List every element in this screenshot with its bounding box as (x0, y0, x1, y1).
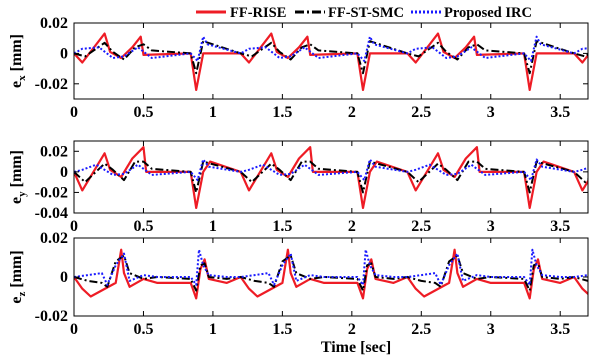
subplot-ez-xtick-label: 3 (487, 321, 495, 338)
subplot-ex-xtick-label: 0 (70, 104, 78, 121)
subplot-ex-series-proposed-irc (74, 35, 588, 62)
legend: FF-RISE FF-ST-SMC Proposed IRC (196, 5, 532, 21)
subplot-ey-xtick-label: 2 (348, 218, 356, 235)
subplot-ez-ylabel-main: e (8, 297, 25, 304)
subplot-ey-xtick-label: 1.5 (272, 218, 292, 235)
subplot-ey-series-ff-st-smc (74, 160, 588, 194)
subplot-ez-series-proposed-irc (74, 248, 588, 286)
subplot-ez-xtick-label: 1.5 (272, 321, 292, 338)
subplot-ey-ylabel-main: e (8, 197, 25, 204)
subplot-ey-ylabel-unit: [mm] (8, 150, 25, 191)
subplot-ez-ylabel-sub: z (16, 292, 28, 297)
subplot-ex-ylabel-sub: x (16, 75, 28, 81)
subplot-ey-xticks: 0 0.5 1 1.5 2 2.5 3 3.5 (70, 141, 570, 235)
subplot-ey-frame (73, 140, 589, 214)
subplot-ex-ytick-label: 0.02 (40, 15, 68, 32)
subplot-ey-xtick-label: 0 (70, 218, 78, 235)
subplot-ex: 0.020-0.02 0 0.5 1 1.5 2 2.5 3 3.5 ex [mm] (8, 15, 589, 121)
subplot-ey-xtick-label: 3.5 (550, 218, 570, 235)
subplot-ey-ytick-label: 0 (60, 164, 68, 181)
subplot-ex-ylabel-main: e (8, 81, 25, 88)
subplot-ey-yticks: 0.02 0 -0.02 -0.04 (35, 143, 588, 222)
subplot-ey-ylabel-sub: y (16, 191, 28, 197)
subplot-ez-series-ff-rise (74, 248, 588, 300)
subplot-ey-ytick-label: -0.04 (35, 205, 68, 222)
legend-label-ff-rise: FF-RISE (230, 5, 286, 21)
subplot-ey: 0.020-0.02-0.04 0 0.5 1 1.5 2 2.5 3 3.5 ey [mm] (8, 140, 589, 235)
subplot-ez-xtick-label: 0.5 (133, 321, 153, 338)
subplot-ez-ylabel: ez [mm] (8, 250, 28, 303)
subplot-ez-xtick-label: 1 (209, 321, 217, 338)
subplot-ey-ytick-label: -0.02 (35, 184, 68, 201)
subplot-ex-xtick-label: 0.5 (133, 104, 153, 121)
subplot-ex-series-ff-rise (74, 32, 588, 91)
subplot-ez-lines (74, 248, 588, 300)
x-axis-label: Time [sec] (321, 339, 391, 356)
subplot-ez-ylabel-unit: [mm] (8, 250, 25, 291)
subplot-ez-xtick-label: 2.5 (411, 321, 431, 338)
subplot-ex-xtick-label: 3 (487, 104, 495, 121)
subplot-ey-xtick-label: 3 (487, 218, 495, 235)
subplot-ex-ytick-label: -0.02 (35, 76, 68, 93)
subplot-ex-frame (73, 22, 589, 100)
subplot-ey-ylabel: ey [mm] (8, 150, 28, 204)
subplot-ez-xtick-label: 2 (348, 321, 356, 338)
subplot-ey-series-proposed-irc (74, 158, 588, 182)
subplot-ex-ylabel-unit: [mm] (8, 34, 25, 75)
subplot-ey-xtick-label: 1 (209, 218, 217, 235)
subplot-ex-ylabel: ex [mm] (8, 34, 28, 88)
legend-label-ff-st-smc: FF-ST-SMC (328, 5, 404, 21)
subplot-ex-xtick-label: 2 (348, 104, 356, 121)
subplot-ex-xtick-label: 3.5 (550, 104, 570, 121)
legend-label-proposed-irc: Proposed IRC (444, 5, 532, 21)
subplot-ey-xtick-label: 0.5 (133, 218, 153, 235)
subplot-ez-ytick-label: -0.02 (35, 308, 68, 325)
subplot-ez-xtick-label: 0 (70, 321, 78, 338)
subplot-ey-xtick-label: 2.5 (411, 218, 431, 235)
subplot-ex-xticks: 0 0.5 1 1.5 2 2.5 3 3.5 (70, 23, 570, 121)
subplot-ez: 0.020-0.02 0 0.5 1 1.5 2 2.5 3 3.5 ez [mm] (8, 230, 589, 338)
subplot-ex-xtick-label: 1.5 (272, 104, 292, 121)
subplot-ez-ytick-label: 0 (60, 269, 68, 286)
subplot-ez-series-ff-st-smc (74, 254, 588, 292)
subplot-ez-ytick-label: 0.02 (40, 230, 68, 247)
subplot-ex-xtick-label: 1 (209, 104, 217, 121)
subplot-ey-ytick-label: 0.02 (40, 143, 68, 160)
subplot-ez-xtick-label: 3.5 (550, 321, 570, 338)
subplot-ey-series-ff-rise (74, 146, 588, 209)
subplot-ez-yticks: 0.02 0 -0.02 (35, 230, 588, 325)
subplot-ex-lines (74, 32, 588, 91)
subplot-ex-ytick-label: 0 (60, 45, 68, 62)
subplot-ez-xticks: 0 0.5 1 1.5 2 2.5 3 3.5 (70, 238, 570, 338)
subplot-ex-yticks: 0.02 0 -0.02 (35, 15, 588, 93)
subplot-ey-lines (74, 146, 588, 209)
subplot-ex-xtick-label: 2.5 (411, 104, 431, 121)
